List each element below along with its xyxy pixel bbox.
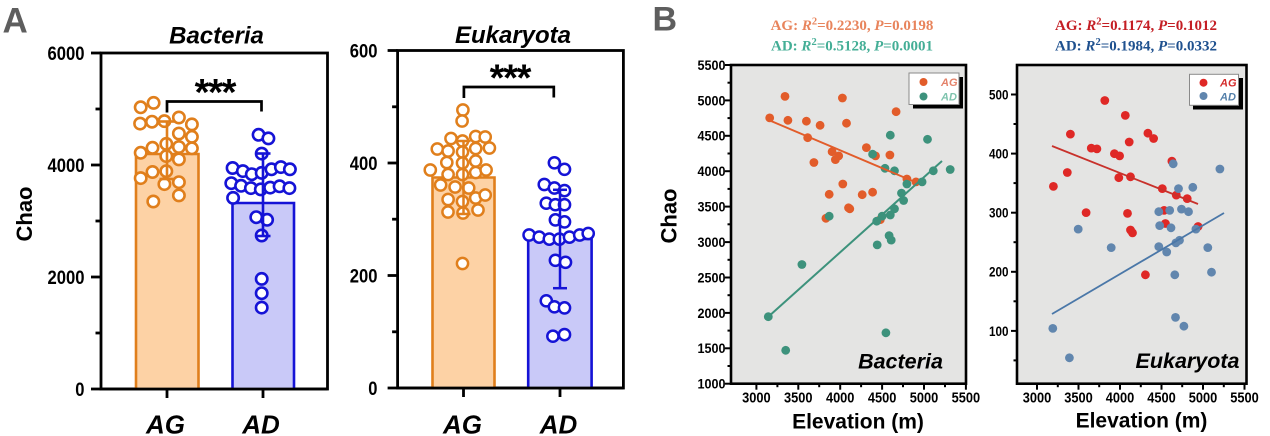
svg-text:400: 400	[350, 154, 378, 175]
svg-text:100: 100	[989, 324, 1009, 339]
svg-text:Chao: Chao	[12, 187, 37, 242]
svg-text:*: *	[503, 58, 518, 100]
svg-text:4500: 4500	[1147, 390, 1176, 407]
svg-text:AG: AG	[1219, 78, 1237, 90]
svg-text:5000: 5000	[698, 93, 726, 108]
svg-text:2500: 2500	[698, 270, 726, 285]
svg-text:AG: R2=0.2230, P=0.0198: AG: R2=0.2230, P=0.0198	[771, 17, 934, 35]
svg-text:1000: 1000	[698, 377, 726, 392]
svg-text:400: 400	[989, 147, 1009, 162]
svg-text:2000: 2000	[698, 306, 726, 321]
svg-text:AG: AG	[145, 410, 185, 436]
svg-text:1500: 1500	[698, 341, 726, 356]
svg-text:5000: 5000	[910, 390, 939, 407]
svg-text:3500: 3500	[784, 390, 813, 407]
svg-text:AD: R2=0.1984, P=0.0332: AD: R2=0.1984, P=0.0332	[1055, 37, 1217, 55]
svg-text:3000: 3000	[698, 235, 726, 250]
svg-text:4000: 4000	[1106, 390, 1135, 407]
svg-text:Bacteria: Bacteria	[169, 23, 264, 50]
svg-text:2000: 2000	[48, 268, 85, 289]
svg-text:0: 0	[368, 379, 377, 400]
svg-text:5500: 5500	[1230, 390, 1259, 407]
svg-text:6000: 6000	[48, 44, 85, 65]
svg-text:Bacteria: Bacteria	[858, 350, 943, 374]
svg-text:5500: 5500	[952, 390, 981, 407]
svg-text:5000: 5000	[1189, 390, 1218, 407]
svg-text:600: 600	[350, 41, 378, 62]
svg-text:*: *	[222, 72, 237, 114]
svg-text:AD: R2=0.5128, P=0.0001: AD: R2=0.5128, P=0.0001	[771, 37, 933, 55]
svg-text:3000: 3000	[1023, 390, 1052, 407]
svg-text:*: *	[490, 58, 505, 100]
svg-text:Elevation (m): Elevation (m)	[1076, 410, 1208, 433]
svg-text:A: A	[3, 2, 28, 41]
svg-text:3000: 3000	[742, 390, 771, 407]
svg-text:5500: 5500	[698, 58, 726, 73]
svg-text:Elevation (m): Elevation (m)	[792, 411, 924, 434]
svg-text:300: 300	[989, 206, 1009, 221]
svg-text:AG: AG	[940, 77, 958, 89]
svg-text:4000: 4000	[48, 156, 85, 177]
svg-text:3500: 3500	[698, 200, 726, 215]
svg-text:*: *	[208, 72, 223, 114]
svg-text:0: 0	[75, 380, 84, 401]
svg-text:500: 500	[989, 87, 1009, 102]
svg-text:200: 200	[350, 266, 378, 287]
svg-text:4000: 4000	[826, 390, 855, 407]
svg-text:3500: 3500	[1064, 390, 1093, 407]
svg-text:AG: R2=0.1174, P=0.1012: AG: R2=0.1174, P=0.1012	[1055, 17, 1217, 35]
svg-text:Eukaryota: Eukaryota	[455, 22, 571, 49]
svg-text:4000: 4000	[698, 164, 726, 179]
svg-text:AG: AG	[442, 410, 482, 436]
svg-text:200: 200	[989, 265, 1009, 280]
svg-text:*: *	[517, 58, 532, 100]
svg-text:4500: 4500	[868, 390, 897, 407]
svg-text:B: B	[653, 1, 678, 39]
svg-text:AD: AD	[539, 410, 578, 436]
svg-text:AD: AD	[1219, 91, 1236, 103]
svg-text:Chao: Chao	[657, 189, 682, 244]
svg-text:4500: 4500	[698, 129, 726, 144]
svg-text:AD: AD	[241, 410, 280, 436]
svg-text:AD: AD	[940, 92, 957, 104]
svg-text:*: *	[195, 72, 210, 114]
svg-text:Eukaryota: Eukaryota	[1136, 349, 1240, 373]
